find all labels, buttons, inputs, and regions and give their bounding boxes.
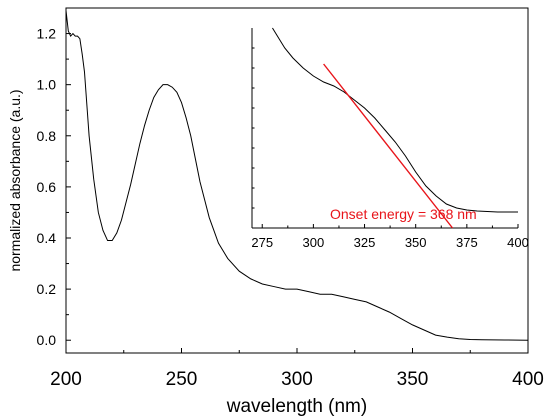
inset-background bbox=[252, 28, 518, 228]
main-series-line bbox=[65, 10, 529, 341]
x-tick-label: 350 bbox=[397, 369, 429, 390]
y-tick-label: 0.0 bbox=[37, 332, 57, 348]
y-axis-title: normalized absorbance (a.u.) bbox=[7, 89, 23, 271]
x-tick-label: 250 bbox=[166, 369, 198, 390]
onset-energy-label: Onset energy = 368 nm bbox=[330, 206, 477, 222]
inset-plot: 275 300 325 350 375 400 Onset energy = 368 nm bbox=[251, 27, 529, 250]
y-tick-label: 0.8 bbox=[37, 128, 57, 144]
y-tick-label: 1.2 bbox=[37, 26, 57, 42]
inset-x-tick-label: 400 bbox=[507, 235, 529, 250]
y-tick-label: 0.4 bbox=[37, 230, 57, 246]
inset-x-tick-label: 350 bbox=[405, 235, 427, 250]
inset-x-tick-label: 300 bbox=[303, 235, 325, 250]
y-tick-label: 1.0 bbox=[37, 77, 57, 93]
main-tick-labels: 200 250 300 350 400 0.0 0.2 0.4 0.6 0.8 1.0 1.2 bbox=[37, 26, 544, 390]
inset-x-tick-label: 275 bbox=[251, 235, 273, 250]
x-axis-title: wavelength (nm) bbox=[226, 396, 367, 417]
onset-tangent-line bbox=[323, 63, 454, 229]
inset-tick-labels: 275 300 325 350 375 400 bbox=[251, 235, 528, 250]
y-tick-label: 0.2 bbox=[37, 281, 57, 297]
inset-series-line bbox=[272, 27, 518, 213]
inset-x-tick-label: 375 bbox=[456, 235, 478, 250]
inset-ticks bbox=[252, 47, 519, 228]
x-tick-label: 300 bbox=[281, 369, 313, 390]
inset-x-tick-label: 325 bbox=[354, 235, 376, 250]
x-tick-label: 200 bbox=[50, 369, 82, 390]
x-tick-label: 400 bbox=[512, 369, 544, 390]
main-plot: 200 250 300 350 400 0.0 0.2 0.4 0.6 0.8 1.0 1.2 wav… bbox=[7, 7, 544, 417]
main-ticks bbox=[65, 33, 529, 353]
y-tick-label: 0.6 bbox=[37, 179, 57, 195]
